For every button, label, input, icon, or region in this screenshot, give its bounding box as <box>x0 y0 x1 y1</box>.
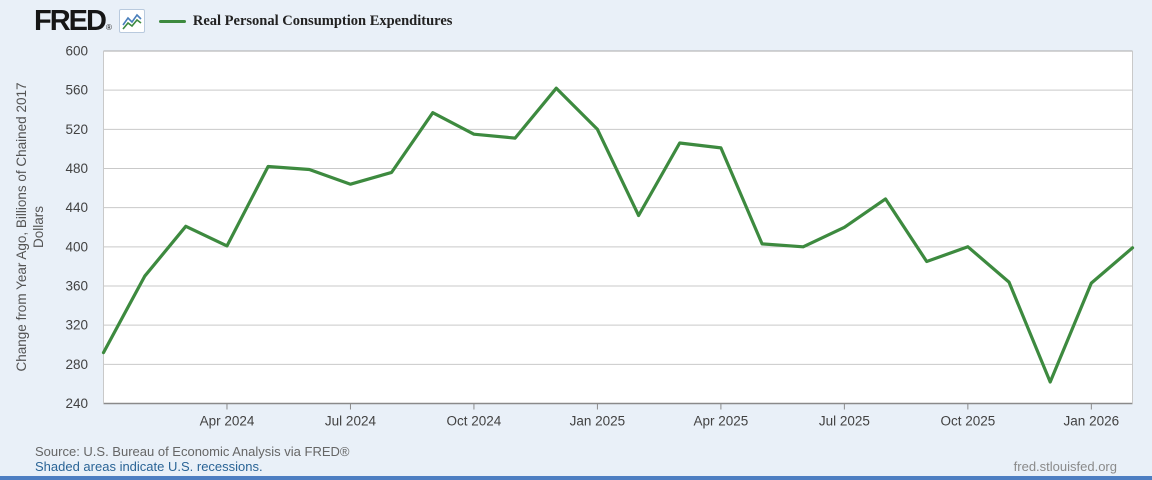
y-tick-label: 240 <box>65 396 88 411</box>
y-tick-label: 600 <box>65 44 88 59</box>
y-tick-label: 560 <box>65 83 88 98</box>
x-tick-label: Apr 2024 <box>200 414 255 429</box>
x-tick-label: Oct 2025 <box>940 414 995 429</box>
fred-logo[interactable]: FRED ® <box>34 5 112 37</box>
recession-note-link[interactable]: Shaded areas indicate U.S. recessions. <box>35 459 263 474</box>
legend: Real Personal Consumption Expenditures <box>158 12 453 30</box>
source-text: Source: U.S. Bureau of Economic Analysis… <box>35 444 350 459</box>
fred-site-link[interactable]: fred.stlouisfed.org <box>1013 459 1117 474</box>
x-tick-label: Jul 2024 <box>325 414 377 429</box>
fred-logo-text: FRED <box>34 5 107 37</box>
x-tick-label: Oct 2024 <box>447 414 502 429</box>
chart-header: FRED ® Real Personal Consumption Expendi… <box>34 6 452 36</box>
bottom-accent-bar <box>0 476 1152 480</box>
x-tick-label: Jan 2026 <box>1064 414 1120 429</box>
y-tick-label: 320 <box>65 318 88 333</box>
y-tick-label: 280 <box>65 357 88 372</box>
fred-sparkline-icon <box>118 9 145 33</box>
y-tick-label: 520 <box>65 122 88 137</box>
plot-area[interactable] <box>103 51 1133 404</box>
y-tick-label: 440 <box>65 200 88 215</box>
x-tick-label: Jan 2025 <box>570 414 626 429</box>
x-tick-label: Jul 2025 <box>819 414 870 429</box>
x-tick-label: Apr 2025 <box>694 414 749 429</box>
legend-line-swatch <box>158 19 186 23</box>
legend-series-label[interactable]: Real Personal Consumption Expenditures <box>192 12 453 29</box>
y-tick-label: 480 <box>65 161 88 176</box>
registered-mark: ® <box>105 23 112 32</box>
y-tick-label: 360 <box>65 279 88 294</box>
series-line-real-pce[interactable] <box>101 86 1135 384</box>
y-tick-label: 400 <box>65 239 88 254</box>
